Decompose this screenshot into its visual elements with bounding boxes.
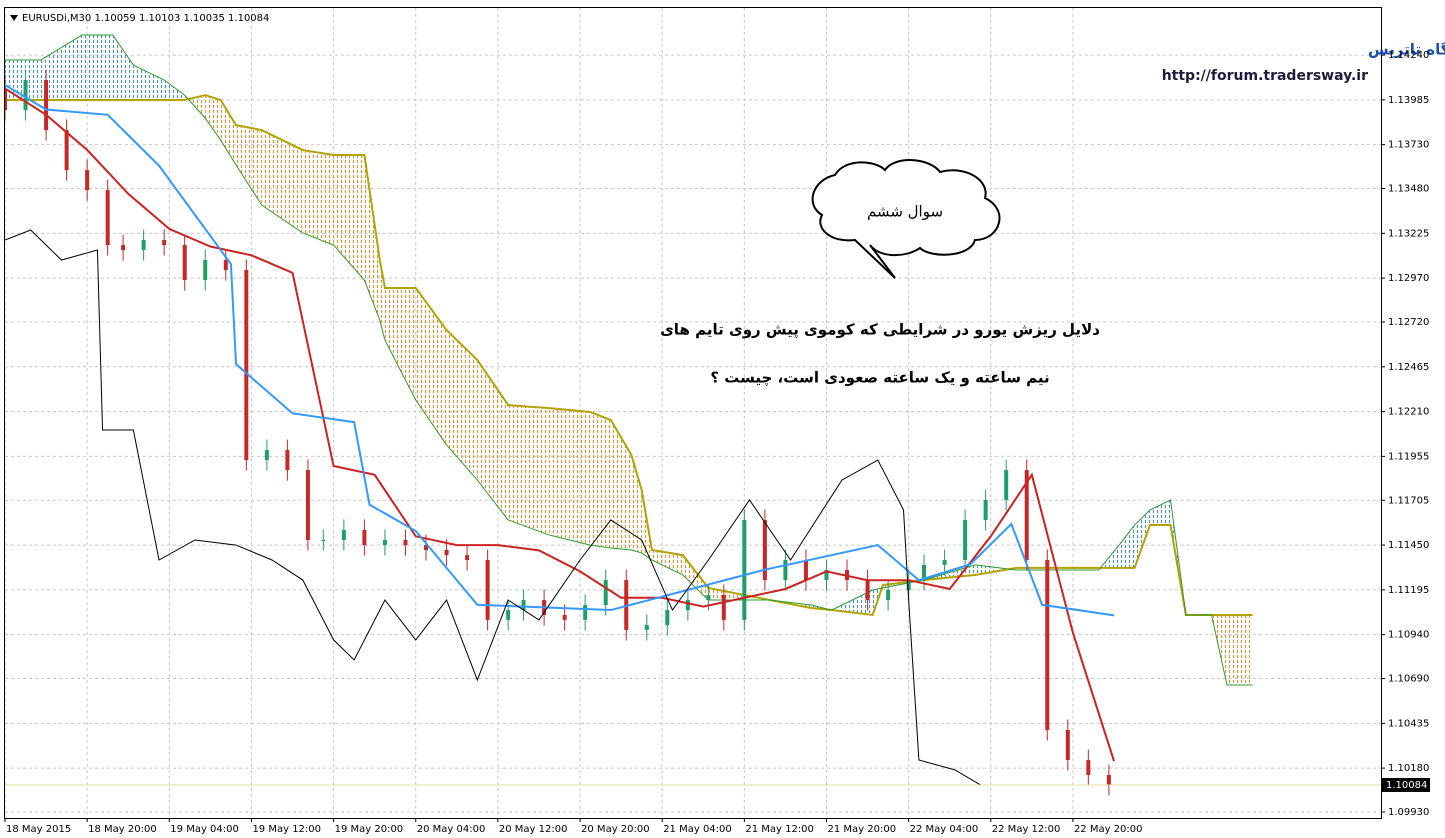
candle-body: [563, 615, 567, 620]
candle-body: [285, 450, 289, 470]
cloud-fill: [549, 408, 570, 540]
x-tick-label: 19 May 04:00: [170, 824, 239, 835]
x-tick-label: 22 May 04:00: [910, 824, 979, 835]
cloud-fill: [1227, 615, 1253, 685]
x-tick-label: 21 May 12:00: [745, 824, 814, 835]
candle-body: [362, 530, 366, 545]
question-line: دلایل ریزش یورو در شرایطی که کوموی پیش ر…: [660, 321, 1100, 340]
y-tick-label: 1.12720: [1388, 317, 1429, 328]
bubble-text: سوال ششم: [867, 203, 943, 221]
candle-body: [866, 580, 870, 600]
candle-body: [65, 130, 69, 170]
cloud-fill: [590, 412, 611, 548]
x-tick-label: 20 May 20:00: [581, 824, 650, 835]
candle-body: [383, 540, 387, 545]
x-tick-label: 18 May 20:00: [88, 824, 157, 835]
y-tick-label: 1.10435: [1388, 718, 1429, 729]
candle-body: [142, 240, 146, 250]
cloud-fill: [570, 410, 591, 545]
x-tick-label: 18 May 2015: [6, 824, 71, 835]
candle-body: [1066, 730, 1070, 760]
candle-body: [465, 555, 469, 560]
candle-body: [244, 270, 248, 460]
candle-body: [665, 610, 669, 625]
candle-body: [486, 560, 490, 620]
candle-body: [445, 550, 449, 555]
y-tick-label: 1.10940: [1388, 630, 1429, 641]
current-price-label: 1.10084: [1386, 780, 1427, 791]
candle-body: [1086, 760, 1090, 775]
cloud-fill: [303, 150, 334, 245]
candle-body: [183, 245, 187, 280]
candle-body: [1045, 560, 1049, 730]
candle-body: [403, 540, 407, 545]
candle-body: [121, 245, 125, 250]
y-tick-label: 1.13985: [1388, 95, 1429, 106]
y-tick-label: 1.13480: [1388, 184, 1429, 195]
cloud-fill: [82, 35, 113, 100]
candle-body: [645, 625, 649, 630]
candle-body: [783, 560, 787, 580]
candle-body: [321, 540, 325, 541]
chart-header: EURUSDi,M30 1.10059 1.10103 1.10035 1.10…: [22, 13, 269, 24]
candle-body: [162, 240, 166, 245]
y-tick-label: 1.14240: [1388, 50, 1429, 61]
y-tick-label: 1.12465: [1388, 362, 1429, 373]
candle-body: [706, 595, 710, 600]
y-tick-label: 1.13730: [1388, 140, 1429, 151]
y-tick-label: 1.12970: [1388, 273, 1429, 284]
candle-body: [963, 520, 967, 560]
candle-body: [85, 170, 89, 190]
candle-body: [1107, 775, 1111, 785]
chart: EURUSDi,M30 1.10059 1.10103 1.10035 1.10…: [0, 0, 1445, 838]
candle-body: [984, 500, 988, 520]
candle-body: [583, 605, 587, 620]
y-tick-label: 1.09930: [1388, 807, 1429, 818]
question-line: نیم ساعته و یک ساعته صعودی است، چیست ؟: [710, 369, 1049, 388]
candle-body: [203, 260, 207, 280]
y-tick-label: 1.13225: [1388, 228, 1429, 239]
y-tick-label: 1.11450: [1388, 540, 1429, 551]
candle-body: [686, 600, 690, 610]
candle-body: [224, 260, 228, 270]
y-tick-label: 1.10180: [1388, 763, 1429, 774]
y-tick-label: 1.12210: [1388, 407, 1429, 418]
x-tick-label: 20 May 12:00: [499, 824, 568, 835]
x-tick-label: 22 May 12:00: [992, 824, 1061, 835]
cloud-fill: [5, 60, 41, 100]
candle-body: [886, 590, 890, 600]
candle-body: [106, 190, 110, 245]
x-tick-label: 19 May 12:00: [252, 824, 321, 835]
y-tick-label: 1.10690: [1388, 674, 1429, 685]
candle-body: [24, 80, 28, 110]
x-tick-label: 20 May 04:00: [417, 824, 486, 835]
candle-body: [1004, 470, 1008, 500]
candle-body: [943, 560, 947, 565]
candle-body: [804, 560, 808, 580]
x-tick-label: 22 May 20:00: [1074, 824, 1143, 835]
x-tick-label: 21 May 04:00: [663, 824, 732, 835]
candle-body: [306, 470, 310, 540]
x-tick-label: 21 May 20:00: [827, 824, 896, 835]
candle-body: [604, 580, 608, 605]
url-text: http://forum.tradersway.ir: [1162, 68, 1368, 84]
y-tick-label: 1.11705: [1388, 495, 1429, 506]
candle-body: [265, 450, 269, 460]
x-tick-label: 19 May 20:00: [335, 824, 404, 835]
y-tick-label: 1.11955: [1388, 451, 1429, 462]
candle-body: [722, 595, 726, 620]
cloud-fill: [508, 405, 549, 535]
candle-body: [342, 530, 346, 540]
candle-body: [742, 520, 746, 620]
y-tick-label: 1.11195: [1388, 585, 1429, 596]
candle-body: [506, 610, 510, 620]
candle-body: [44, 80, 48, 130]
